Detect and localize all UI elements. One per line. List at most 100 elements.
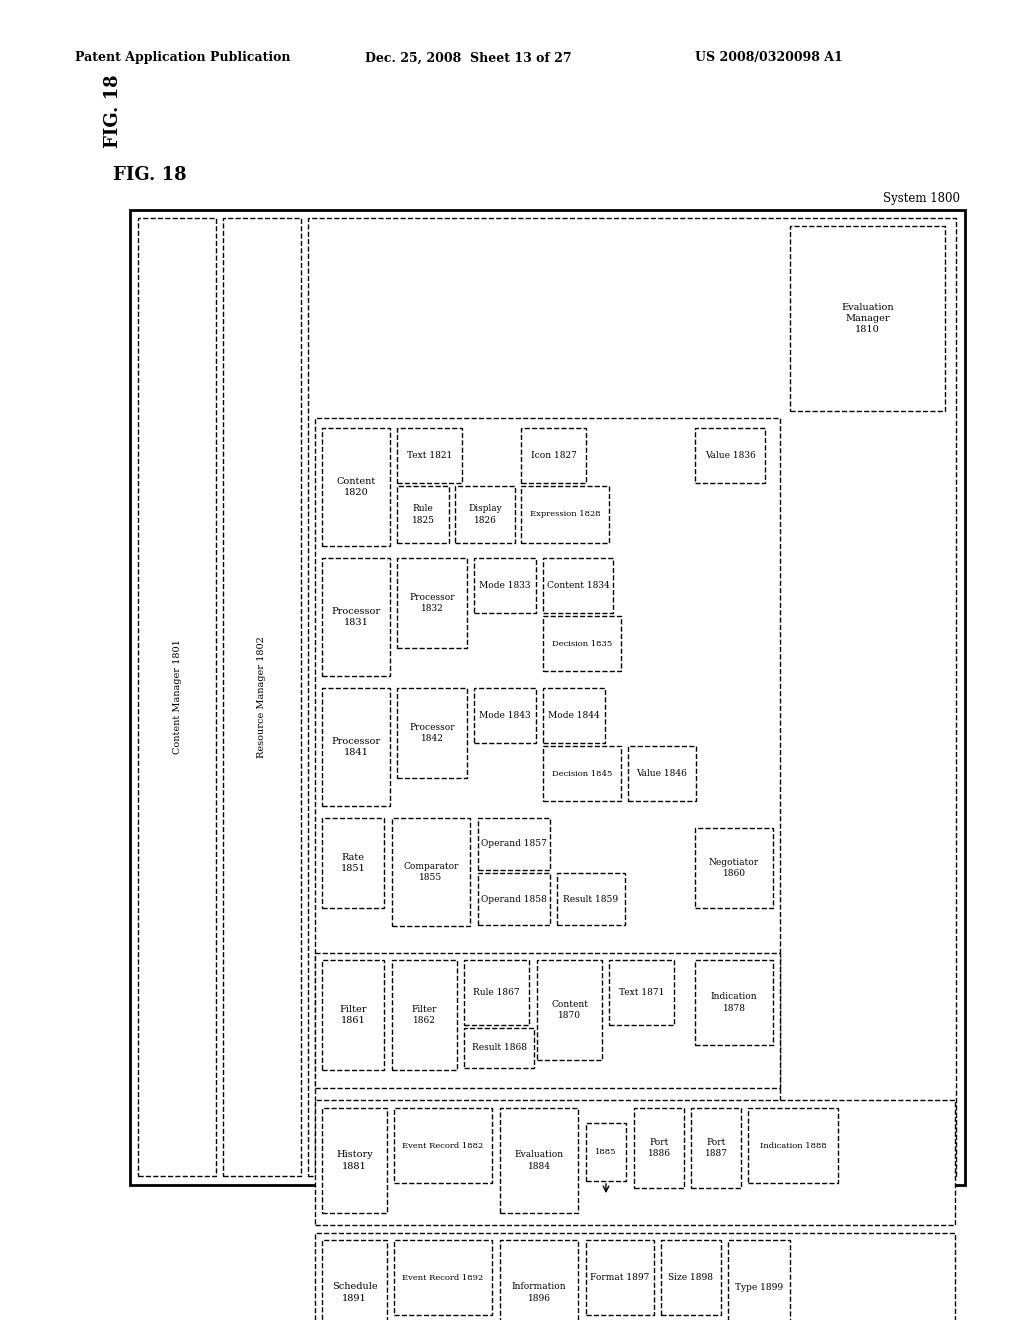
Text: Text 1871: Text 1871 — [618, 987, 665, 997]
Text: FIG. 18: FIG. 18 — [104, 74, 122, 148]
Text: US 2008/0320098 A1: US 2008/0320098 A1 — [695, 51, 843, 65]
Bar — [691, 1107, 741, 1188]
Bar — [790, 226, 945, 411]
Bar — [308, 218, 956, 1176]
Text: Expression 1828: Expression 1828 — [529, 511, 600, 519]
Text: Negotiator
1860: Negotiator 1860 — [709, 858, 759, 878]
Text: Size 1898: Size 1898 — [669, 1272, 714, 1282]
Bar — [322, 1239, 387, 1320]
Bar — [315, 418, 780, 1173]
Bar — [397, 558, 467, 648]
Bar — [138, 218, 216, 1176]
Bar — [392, 960, 457, 1071]
Bar — [474, 558, 536, 612]
Text: Information
1896: Information 1896 — [512, 1283, 566, 1303]
Bar — [392, 818, 470, 927]
Bar — [634, 1107, 684, 1188]
Text: Content
1820: Content 1820 — [336, 477, 376, 498]
Bar — [662, 1239, 721, 1315]
Bar — [521, 486, 609, 543]
Text: Rule
1825: Rule 1825 — [412, 504, 434, 524]
Text: Filter
1861: Filter 1861 — [339, 1005, 367, 1026]
Text: Resource Manager 1802: Resource Manager 1802 — [257, 636, 266, 758]
Text: Value 1846: Value 1846 — [637, 770, 687, 777]
Text: Icon 1827: Icon 1827 — [530, 451, 577, 459]
Bar — [322, 960, 384, 1071]
Bar — [586, 1239, 654, 1315]
Bar — [322, 428, 390, 546]
Bar — [130, 210, 965, 1185]
Text: Event Record 1882: Event Record 1882 — [402, 1142, 483, 1150]
Bar — [628, 746, 696, 801]
Text: FIG. 18: FIG. 18 — [113, 166, 186, 183]
Text: Operand 1857: Operand 1857 — [481, 840, 547, 849]
Text: Comparator
1855: Comparator 1855 — [403, 862, 459, 882]
Bar — [478, 873, 550, 925]
Bar — [394, 1107, 492, 1183]
Text: System 1800: System 1800 — [883, 191, 961, 205]
Bar — [695, 960, 773, 1045]
Text: Mode 1833: Mode 1833 — [479, 581, 530, 590]
Text: Processor
1832: Processor 1832 — [410, 593, 455, 612]
Bar — [695, 828, 773, 908]
Bar — [322, 688, 390, 807]
Text: Rule 1867: Rule 1867 — [473, 987, 520, 997]
Text: Processor
1841: Processor 1841 — [332, 737, 381, 758]
Bar — [315, 1100, 955, 1225]
Bar — [609, 960, 674, 1026]
Text: Decision 1845: Decision 1845 — [552, 770, 612, 777]
Bar — [397, 428, 462, 483]
Text: Indication 1888: Indication 1888 — [760, 1142, 826, 1150]
Text: Filter
1862: Filter 1862 — [412, 1005, 437, 1026]
Bar — [500, 1107, 578, 1213]
Bar — [557, 873, 625, 925]
Bar — [748, 1107, 838, 1183]
Text: Display
1826: Display 1826 — [468, 504, 502, 524]
Text: Evaluation
Manager
1810: Evaluation Manager 1810 — [841, 302, 894, 334]
Text: Schedule
1891: Schedule 1891 — [332, 1283, 377, 1303]
Text: History
1881: History 1881 — [336, 1151, 373, 1171]
Bar — [223, 218, 301, 1176]
Bar — [478, 818, 550, 870]
Bar — [394, 1239, 492, 1315]
Text: Value 1836: Value 1836 — [705, 451, 756, 459]
Text: Result 1868: Result 1868 — [471, 1044, 526, 1052]
Text: 1885: 1885 — [595, 1148, 616, 1156]
Bar — [397, 688, 467, 777]
Bar — [521, 428, 586, 483]
Bar — [322, 818, 384, 908]
Text: Patent Application Publication: Patent Application Publication — [75, 51, 291, 65]
Bar — [543, 616, 621, 671]
Bar — [474, 688, 536, 743]
Bar — [322, 1107, 387, 1213]
Bar — [464, 1028, 534, 1068]
Text: Rate
1851: Rate 1851 — [341, 853, 366, 873]
Bar — [537, 960, 602, 1060]
Text: Mode 1843: Mode 1843 — [479, 711, 530, 719]
Bar — [543, 746, 621, 801]
Text: Evaluation
1884: Evaluation 1884 — [514, 1151, 563, 1171]
Text: Processor
1831: Processor 1831 — [332, 607, 381, 627]
Text: Content
1870: Content 1870 — [551, 1001, 588, 1020]
Bar — [315, 1233, 955, 1320]
Bar — [586, 1123, 626, 1181]
Text: Port
1887: Port 1887 — [705, 1138, 727, 1158]
Bar — [543, 558, 613, 612]
Text: Dec. 25, 2008  Sheet 13 of 27: Dec. 25, 2008 Sheet 13 of 27 — [365, 51, 571, 65]
Text: Text 1821: Text 1821 — [407, 451, 453, 459]
Text: Mode 1844: Mode 1844 — [548, 711, 600, 719]
Bar — [500, 1239, 578, 1320]
Text: Format 1897: Format 1897 — [590, 1272, 649, 1282]
Bar — [464, 960, 529, 1026]
Text: Content Manager 1801: Content Manager 1801 — [172, 640, 181, 755]
Bar — [728, 1239, 790, 1320]
Text: Port
1886: Port 1886 — [647, 1138, 671, 1158]
Bar — [397, 486, 449, 543]
Text: Indication
1878: Indication 1878 — [711, 993, 758, 1012]
Bar — [455, 486, 515, 543]
Text: Operand 1858: Operand 1858 — [481, 895, 547, 903]
Bar — [322, 558, 390, 676]
Text: Content 1834: Content 1834 — [547, 581, 609, 590]
Bar — [315, 953, 780, 1088]
Text: Processor
1842: Processor 1842 — [410, 723, 455, 743]
